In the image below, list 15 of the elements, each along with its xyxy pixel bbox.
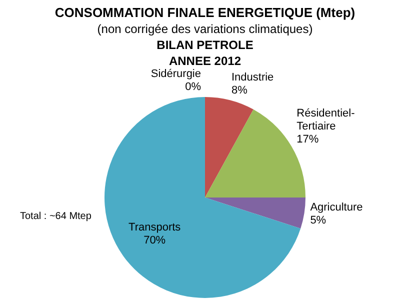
data-label: 8% (231, 84, 248, 96)
slice-label: Agriculture (310, 202, 363, 214)
text: 0% (185, 81, 201, 94)
slice-label: Transports (128, 222, 182, 234)
chart-title: CONSOMMATION FINALE ENERGETIQUE (Mtep) (54, 5, 356, 21)
data-label: 70% (144, 234, 166, 247)
chart-subtitle: (non corrigée des variations climatiques) (96, 21, 314, 37)
data-label: 5% (310, 214, 326, 227)
slice-label: Industrie (231, 71, 274, 84)
data-label: 17% (296, 133, 319, 146)
text: ANNEE 2012 (168, 53, 242, 68)
text: Total : ~64 Mtep (20, 211, 92, 222)
text: BILAN PETROLE (156, 37, 254, 53)
category-label: Sidérurgie (150, 68, 201, 80)
slice-label: Résidentiel-Tertiaire (296, 107, 356, 132)
